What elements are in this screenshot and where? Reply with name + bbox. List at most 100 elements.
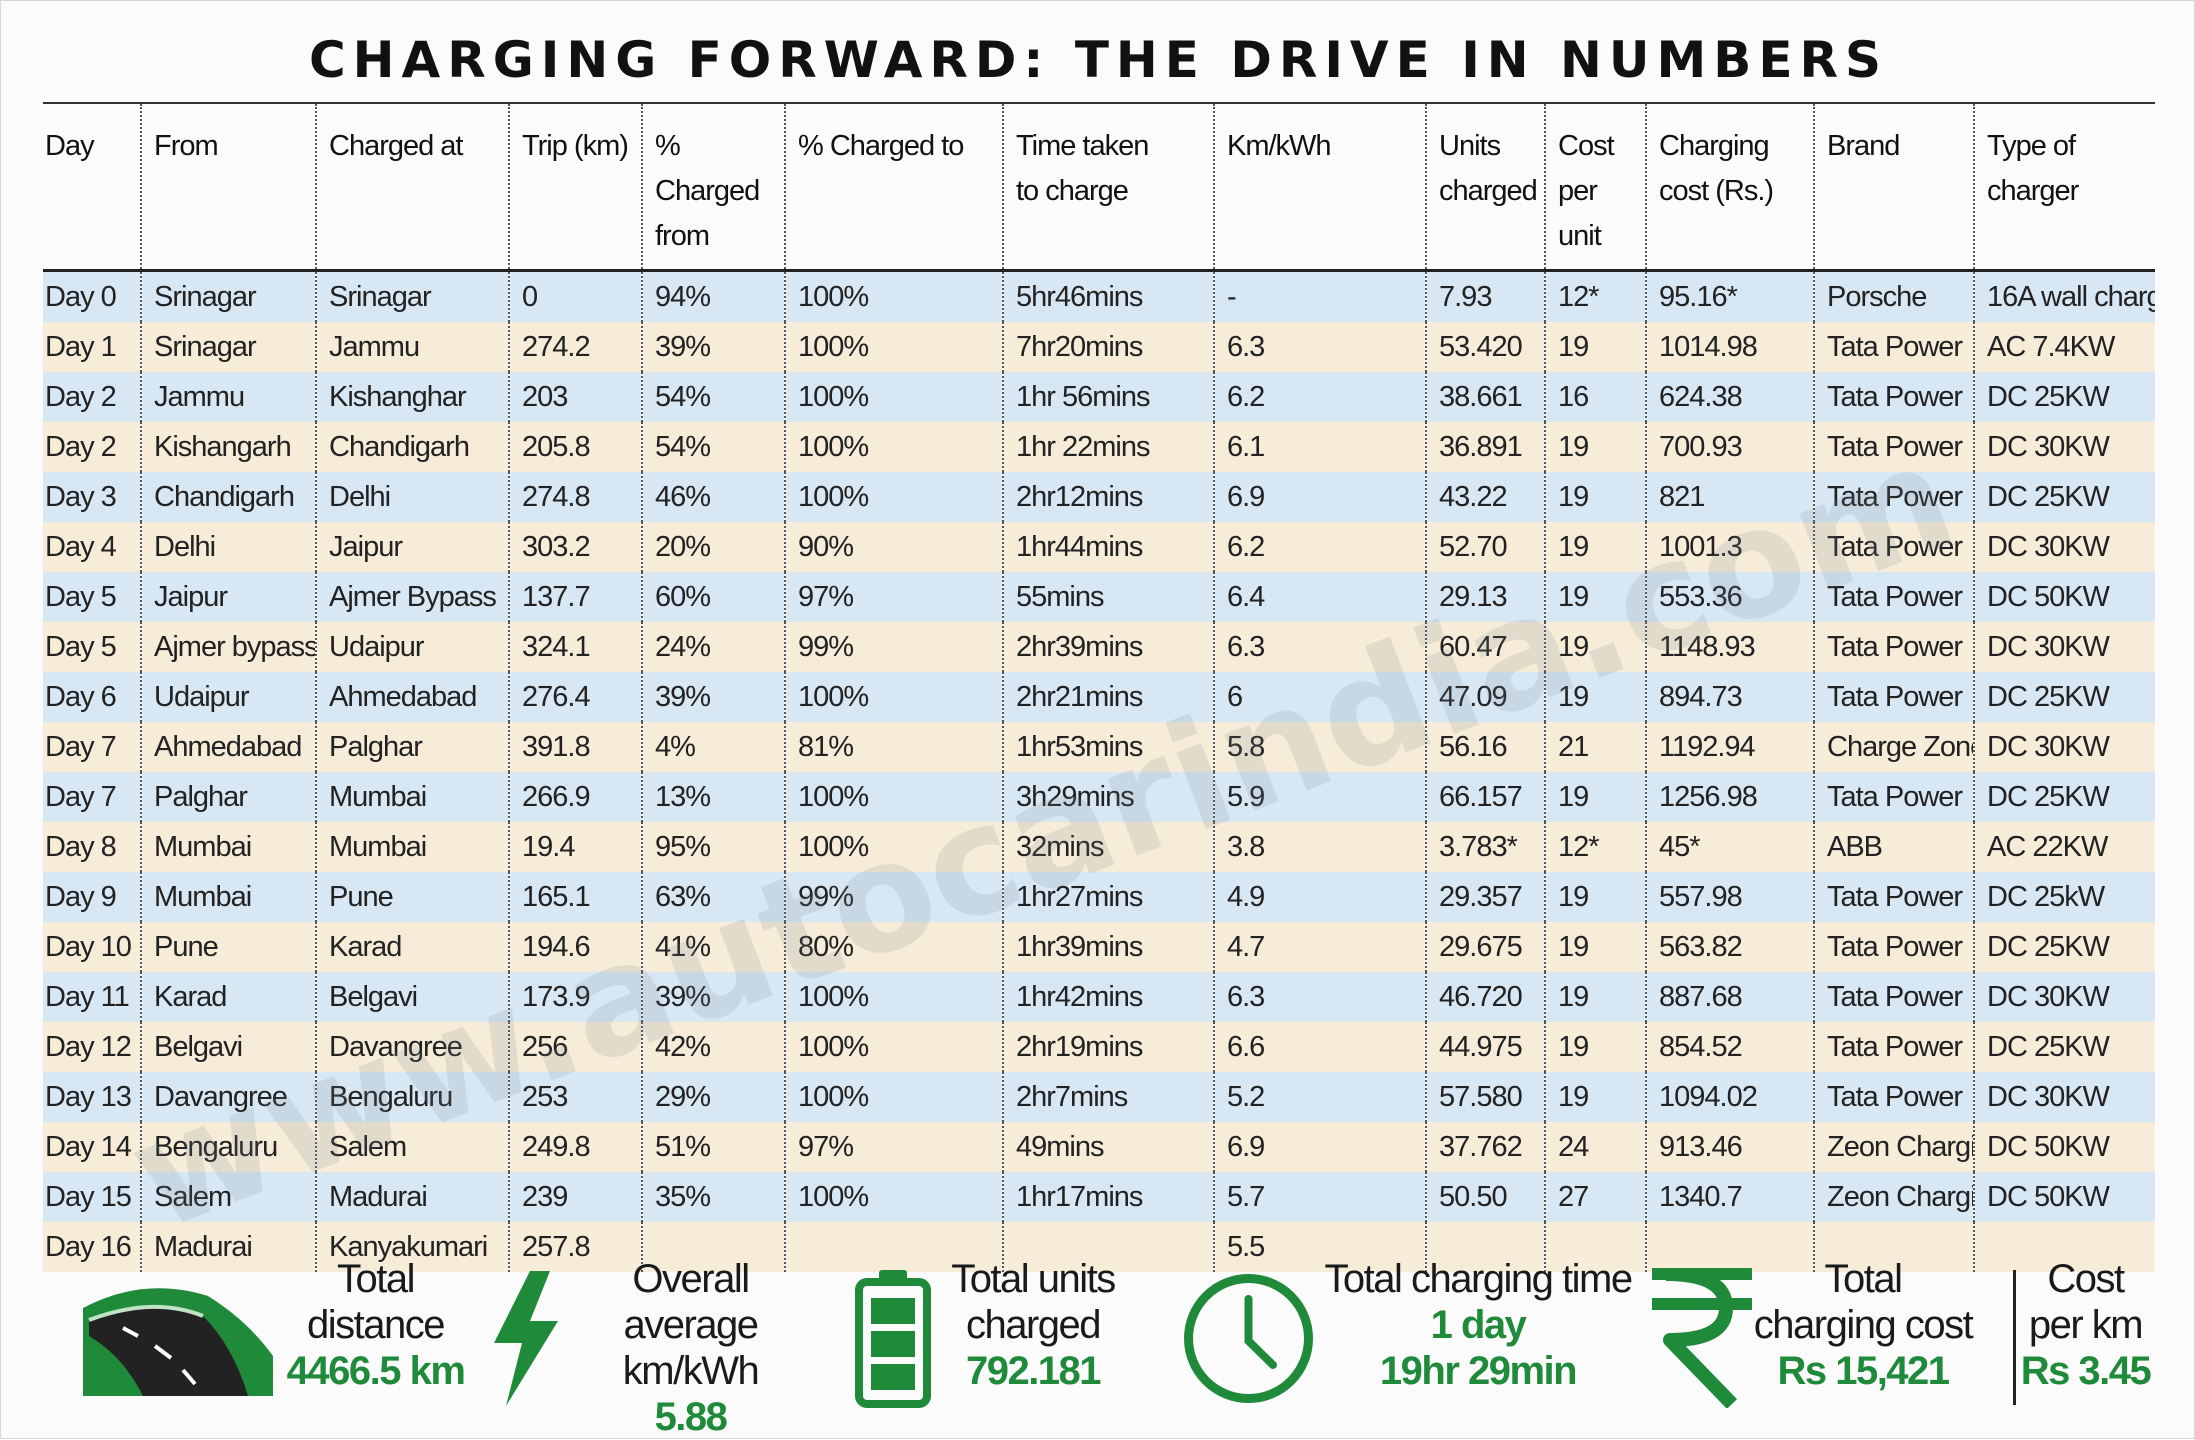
column-header: Charged at [315,104,509,272]
table-cell: 32mins [1002,822,1214,872]
table-cell: 60% [641,572,785,622]
table-cell: 6.4 [1213,572,1426,622]
table-cell: Udaipur [315,622,509,672]
table-cell: Bengaluru [140,1122,316,1172]
table-cell: DC 30KW [1973,522,2155,572]
table-cell: 1hr 56mins [1002,372,1214,422]
column-header: Brand [1813,104,1974,272]
table-cell: Jammu [315,322,509,372]
table-cell: 6 [1213,672,1426,722]
table-cell: 0 [508,270,642,322]
table-cell: Day 9 [43,872,141,922]
table-cell: Zeon Charging [1813,1172,1974,1222]
table-cell: 42% [641,1022,785,1072]
table-cell: 6.9 [1213,1122,1426,1172]
table-cell: 6.2 [1213,372,1426,422]
table-cell: Davangree [140,1072,316,1122]
table-cell: 4.7 [1213,922,1426,972]
table-cell: 54% [641,372,785,422]
table-cell: 1014.98 [1645,322,1814,372]
table-cell: 5hr46mins [1002,270,1214,322]
clock-icon [1184,1274,1313,1403]
table-cell: Karad [140,972,316,1022]
table-cell: 39% [641,672,785,722]
column-header-line-1: % Charged to [798,130,964,162]
table-cell: 63% [641,872,785,922]
table-cell: Porsche [1813,270,1974,322]
table-row: Day 13 Davangree Bengaluru 253 29% 100% 2hr7mi… [43,1072,2155,1122]
table-cell: 173.9 [508,972,642,1022]
table-cell: 43.22 [1425,472,1545,522]
table-cell: 303.2 [508,522,642,572]
stats-divider [2013,1270,2016,1405]
stat-cost-label-1: Total [1824,1257,1904,1301]
table-cell: Tata Power [1813,922,1974,972]
table-cell [641,1222,785,1272]
table-cell: Tata Power [1813,672,1974,722]
table-cell: 624.38 [1645,372,1814,422]
table-cell: 29.357 [1425,872,1545,922]
table-row: Day 15 Salem Madurai 239 35% 100% 1hr17mins 5.7… [43,1172,2155,1222]
table-cell: 19 [1544,572,1646,622]
table-row: Day 0 Srinagar Srinagar 0 94% 100% 5hr46mins -7… [43,270,2155,322]
table-cell: Day 7 [43,772,141,822]
charging-table: Day From Charged at Trip (km) % Charged from%… [43,104,2155,1272]
table-cell: 5.5 [1213,1222,1426,1272]
table-cell [784,1222,1003,1272]
table-row: Day 7 Ahmedabad Palghar 391.8 4% 81% 1hr53mins… [43,722,2155,772]
lightning-icon [494,1271,558,1406]
table-cell: 100% [784,422,1003,472]
table-row: Day 8 Mumbai Mumbai 19.4 95% 100% 32mins 3.8 3.7… [43,822,2155,872]
table-cell: 4.9 [1213,872,1426,922]
table-cell: 27 [1544,1172,1646,1222]
table-cell: Madurai [140,1222,316,1272]
table-cell: 5.8 [1213,722,1426,772]
table-cell: 19 [1544,772,1646,822]
table-cell: Tata Power [1813,422,1974,472]
table-cell: DC 25kW [1973,872,2155,922]
table-cell: 239 [508,1172,642,1222]
table-cell: 7hr20mins [1002,322,1214,372]
stat-efficiency-label-2: km/kWh [622,1349,760,1393]
table-cell: 19 [1544,672,1646,722]
table-cell: Day 10 [43,922,141,972]
stat-total-distance: Total distance 4466.5 km [283,1256,468,1416]
table-cell: Ahmedabad [140,722,316,772]
table-cell: 95.16* [1645,270,1814,322]
table-cell: 100% [784,1022,1003,1072]
table-row: Day 12 Belgavi Davangree 256 42% 100% 2hr19min… [43,1022,2155,1072]
table-cell: 99% [784,622,1003,672]
table-cell: 19 [1544,522,1646,572]
table-cell: 2hr39mins [1002,622,1214,672]
charging-table-wrap: Day From Charged at Trip (km) % Charged from%… [43,102,2155,1272]
column-header-line-1: Brand [1827,130,1900,162]
table-cell: Davangree [315,1022,509,1072]
table-cell: 24 [1544,1122,1646,1172]
table-cell: AC 7.4KW [1973,322,2155,372]
table-cell: 38.661 [1425,372,1545,422]
table-cell: Srinagar [140,322,316,372]
table-cell: Salem [315,1122,509,1172]
stat-cost-value: Rs 15,421 [1777,1349,1950,1393]
table-cell: 100% [784,372,1003,422]
road-icon [83,1288,273,1396]
column-header-line-2: cost (Rs.) [1659,175,1774,207]
table-cell: 12* [1544,270,1646,322]
table-cell: 16A wall charger [1973,270,2155,322]
table-cell: Day 13 [43,1072,141,1122]
table-row: Day 9 Mumbai Pune 165.1 63% 99% 1hr27mins 4.9 29… [43,872,2155,922]
table-cell: Chandigarh [315,422,509,472]
table-cell: Day 7 [43,722,141,772]
table-cell: 165.1 [508,872,642,922]
table-cell: 97% [784,572,1003,622]
table-row: Day 5 Ajmer bypass Udaipur 324.1 24% 99% 2hr39… [43,622,2155,672]
table-cell: Mumbai [315,772,509,822]
table-cell: 913.46 [1645,1122,1814,1172]
table-cell: 4% [641,722,785,772]
table-cell: Belgavi [315,972,509,1022]
table-row: Day 7 Palghar Mumbai 266.9 13% 100% 3h29mins 5.… [43,772,2155,822]
table-cell: 1hr39mins [1002,922,1214,972]
table-cell [1973,1222,2155,1272]
table-cell: 19 [1544,922,1646,972]
table-cell: Day 1 [43,322,141,372]
